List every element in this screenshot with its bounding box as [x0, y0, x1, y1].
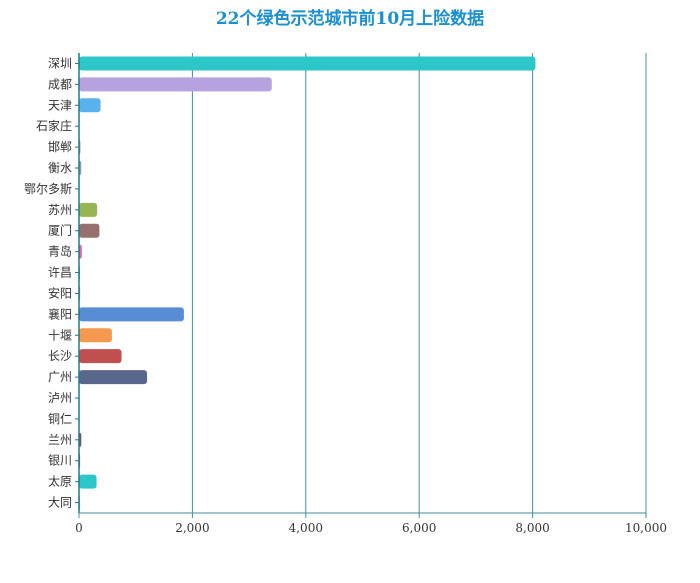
- grid-layer: [78, 53, 647, 513]
- chart-title: 22个绿色示范城市前10月上险数据: [215, 9, 485, 29]
- y-category-label: 深圳: [48, 56, 72, 70]
- y-category-label: 银川: [48, 454, 72, 468]
- y-category-label: 衡水: [48, 161, 72, 175]
- bar-1[interactable]: [79, 77, 272, 92]
- y-category-label: 广州: [48, 370, 72, 384]
- y-category-label: 石家庄: [36, 118, 72, 133]
- y-category-label: 襄阳: [48, 306, 72, 321]
- x-tick-label: 4,000: [289, 521, 323, 535]
- bar-13[interactable]: [79, 328, 112, 343]
- y-category-label: 鄂尔多斯: [24, 181, 72, 196]
- y-category-label: 青岛: [48, 244, 72, 259]
- bar-2[interactable]: [79, 98, 101, 113]
- y-category-label: 铜仁: [48, 411, 72, 426]
- y-category-label: 天津: [48, 98, 72, 112]
- labels-layer: 0 2,000 4,000 6,000 8,000 10,000 深圳成都天津石家庄邯郸衡水…: [24, 56, 667, 535]
- y-category-label: 厦门: [48, 223, 72, 238]
- x-tick-label: 10,000: [625, 521, 667, 535]
- y-category-label: 成都: [48, 77, 72, 91]
- y-category-label: 安阳: [48, 285, 72, 300]
- y-category-label: 泸州: [48, 391, 72, 405]
- bar-20[interactable]: [79, 474, 97, 489]
- axis-layer: [75, 53, 647, 518]
- y-category-label: 兰州: [48, 433, 72, 447]
- x-tick-label: 0: [75, 521, 83, 535]
- bar-12[interactable]: [79, 307, 184, 322]
- bars-layer: [79, 56, 536, 510]
- y-category-label: 邯郸: [48, 139, 72, 154]
- y-category-label: 苏州: [48, 203, 72, 217]
- x-tick-label: 6,000: [402, 521, 436, 535]
- y-category-label: 长沙: [48, 349, 72, 363]
- y-category-label: 许昌: [48, 266, 72, 280]
- bar-0[interactable]: [79, 56, 536, 71]
- y-category-label: 太原: [48, 474, 72, 489]
- y-category-label: 十堰: [48, 328, 72, 342]
- bar-8[interactable]: [79, 223, 100, 238]
- bar-7[interactable]: [79, 202, 98, 217]
- bar-15[interactable]: [79, 370, 148, 385]
- bar-14[interactable]: [79, 349, 122, 364]
- x-tick-label: 2,000: [175, 521, 209, 535]
- y-category-label: 大同: [48, 496, 72, 510]
- x-tick-label: 8,000: [515, 521, 549, 535]
